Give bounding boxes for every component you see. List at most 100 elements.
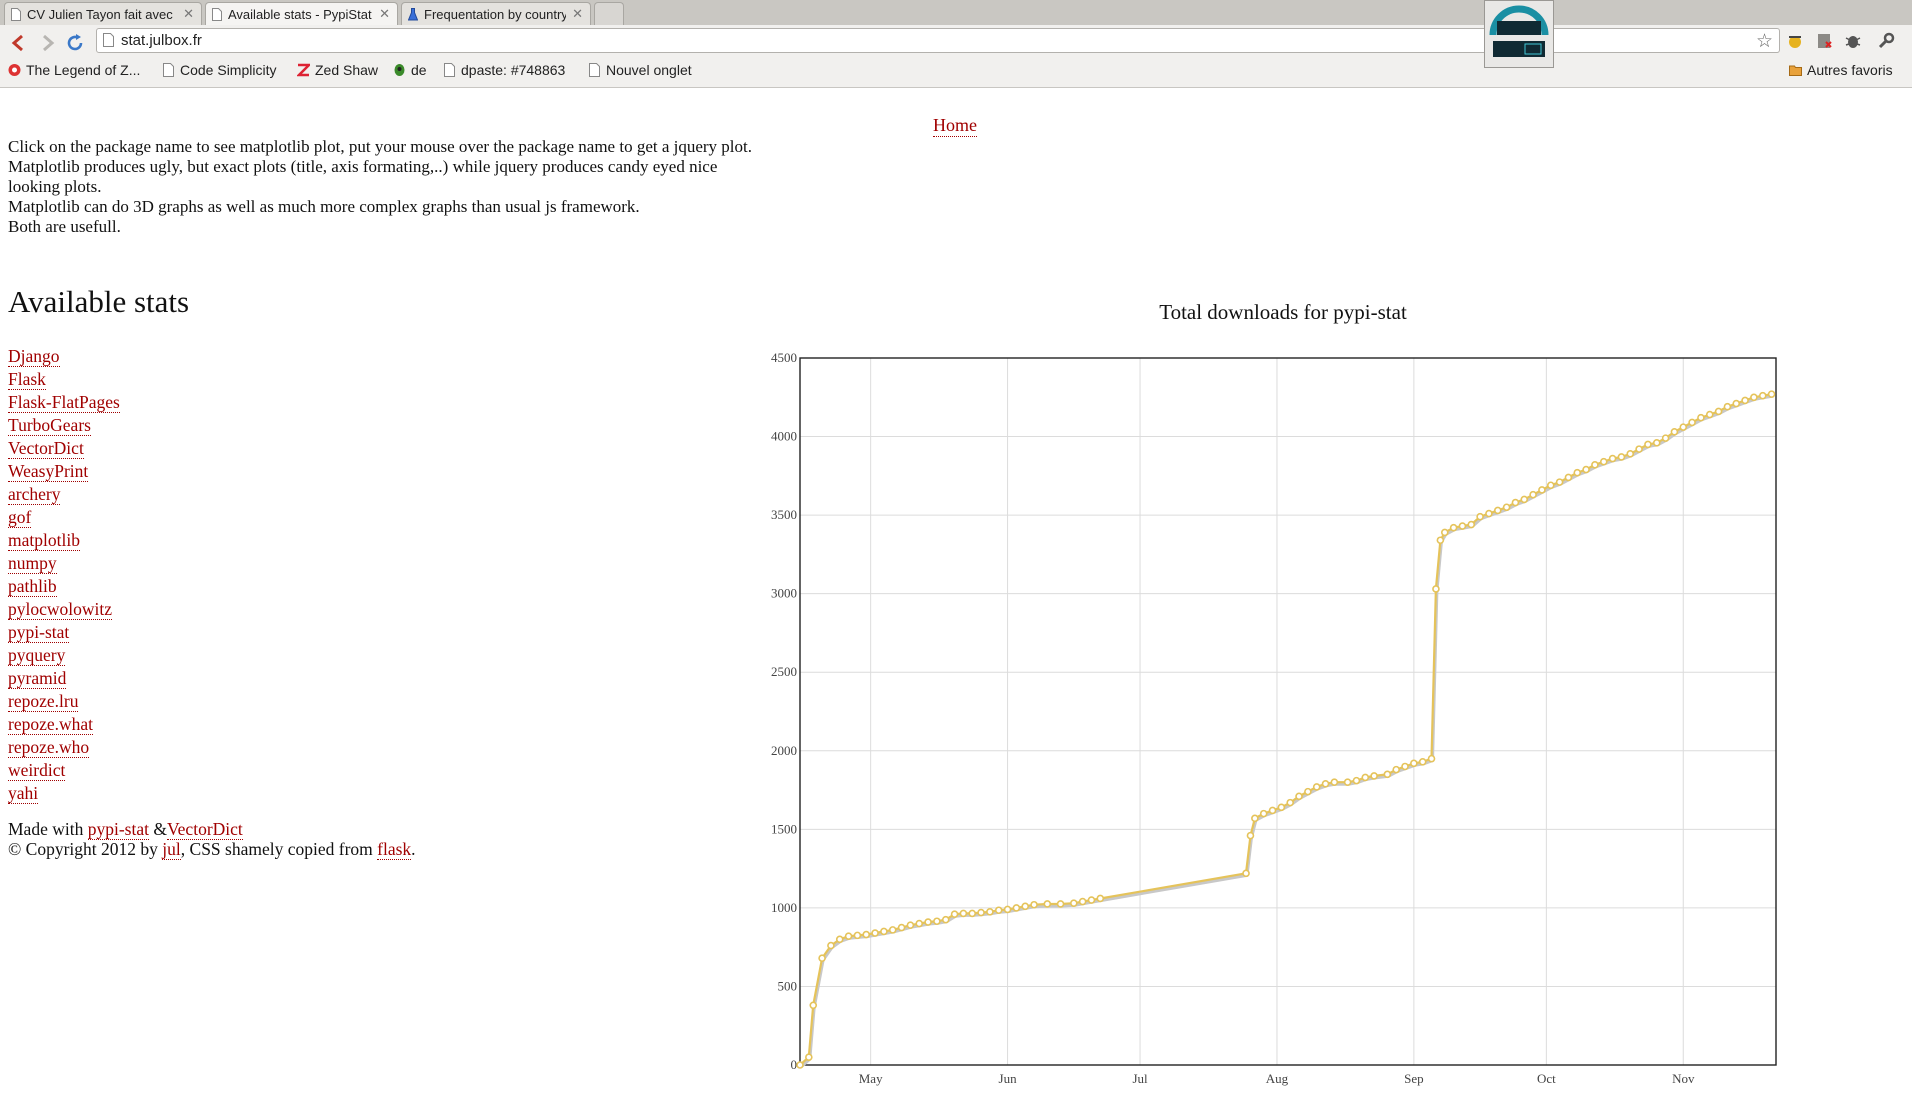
- y-tick-label: 1500: [771, 821, 797, 836]
- data-point: [810, 1002, 816, 1008]
- package-link[interactable]: Flask-FlatPages: [8, 392, 120, 413]
- package-link[interactable]: TurboGears: [8, 415, 91, 436]
- bookmark-item[interactable]: Nouvel onglet: [588, 62, 692, 78]
- pypi-stat-link[interactable]: pypi-stat: [88, 819, 149, 840]
- data-point: [907, 922, 913, 928]
- page-icon: [162, 63, 175, 77]
- page-heading: Available stats: [8, 284, 189, 320]
- flask-link[interactable]: flask: [377, 839, 411, 860]
- folder-icon: [1789, 63, 1802, 77]
- data-point: [1314, 784, 1320, 790]
- package-link[interactable]: pyramid: [8, 668, 66, 689]
- y-tick-label: 4500: [771, 350, 797, 365]
- intro-line: Matplotlib produces ugly, but exact plot…: [8, 157, 760, 197]
- data-point: [1270, 807, 1276, 813]
- package-link[interactable]: VectorDict: [8, 438, 84, 459]
- extension-bug-icon[interactable]: [1843, 31, 1863, 51]
- bookmark-item[interactable]: Zed Shaw: [297, 62, 378, 78]
- data-point: [1287, 800, 1293, 806]
- data-point: [1751, 394, 1757, 400]
- data-point: [996, 907, 1002, 913]
- tab-available-stats[interactable]: Available stats - PypiStat ✕: [205, 2, 398, 26]
- data-point: [1384, 771, 1390, 777]
- package-link[interactable]: pyquery: [8, 645, 65, 666]
- plot-area: [800, 358, 1776, 1065]
- data-point: [890, 927, 896, 933]
- bookmark-star-icon[interactable]: ☆: [1756, 30, 1773, 53]
- data-point: [1716, 408, 1722, 414]
- list-item: Flask: [8, 368, 120, 391]
- package-link[interactable]: gof: [8, 507, 31, 528]
- data-point: [1459, 523, 1465, 529]
- page-content: Home Click on the package name to see ma…: [0, 88, 1912, 1005]
- data-point: [1071, 900, 1077, 906]
- data-point: [925, 919, 931, 925]
- url-text: stat.julbox.fr: [121, 32, 202, 49]
- data-point: [1433, 586, 1439, 592]
- extension-download-icon[interactable]: [1814, 31, 1834, 51]
- x-tick-label: Jul: [1132, 1071, 1148, 1086]
- package-link[interactable]: repoze.what: [8, 714, 93, 735]
- data-point: [797, 1062, 803, 1068]
- bookmark-item[interactable]: Code Simplicity: [162, 62, 276, 78]
- data-point: [1252, 815, 1258, 821]
- extension-smiley-icon[interactable]: [1785, 31, 1805, 51]
- data-point: [1468, 522, 1474, 528]
- package-link[interactable]: pylocwolowitz: [8, 599, 112, 620]
- close-icon[interactable]: ✕: [183, 6, 194, 22]
- reload-icon[interactable]: [62, 31, 88, 55]
- package-link[interactable]: repoze.lru: [8, 691, 78, 712]
- package-link[interactable]: WeasyPrint: [8, 461, 88, 482]
- back-icon[interactable]: [6, 31, 32, 55]
- forward-icon[interactable]: [34, 31, 60, 55]
- home-link[interactable]: Home: [933, 115, 977, 137]
- y-tick-label: 3000: [771, 586, 797, 601]
- package-link[interactable]: Flask: [8, 369, 46, 390]
- package-link[interactable]: pathlib: [8, 576, 57, 597]
- data-point: [1451, 525, 1457, 531]
- package-link[interactable]: weirdict: [8, 760, 65, 781]
- x-tick-label: Oct: [1537, 1071, 1556, 1086]
- author-link[interactable]: jul: [162, 839, 180, 860]
- list-item: matplotlib: [8, 529, 120, 552]
- list-item: archery: [8, 483, 120, 506]
- tab-cv[interactable]: CV Julien Tayon fait avec i ✕: [4, 2, 202, 26]
- package-link[interactable]: archery: [8, 484, 60, 505]
- data-point: [1583, 467, 1589, 473]
- page-icon: [103, 33, 114, 47]
- list-item: weirdict: [8, 759, 120, 782]
- package-link[interactable]: pypi-stat: [8, 622, 69, 643]
- data-point: [1243, 870, 1249, 876]
- bookmark-item[interactable]: The Legend of Z...: [8, 62, 140, 78]
- package-link[interactable]: matplotlib: [8, 530, 80, 551]
- close-icon[interactable]: ✕: [379, 6, 390, 22]
- data-point: [1058, 901, 1064, 907]
- package-link[interactable]: Django: [8, 346, 60, 367]
- data-point: [1261, 811, 1267, 817]
- bookmark-item[interactable]: de: [393, 62, 427, 78]
- tab-frequentation[interactable]: Frequentation by country ✕: [401, 2, 591, 26]
- bookmark-item[interactable]: dpaste: #748863: [443, 62, 565, 78]
- close-icon[interactable]: ✕: [572, 6, 583, 22]
- intro-text: Click on the package name to see matplot…: [8, 137, 760, 237]
- triforce-icon: [8, 63, 21, 77]
- intro-line: Matplotlib can do 3D graphs as well as m…: [8, 197, 760, 217]
- data-point: [1627, 451, 1633, 457]
- data-point: [1429, 756, 1435, 762]
- package-link[interactable]: repoze.who: [8, 737, 89, 758]
- other-bookmarks-folder[interactable]: Autres favoris: [1789, 62, 1893, 78]
- data-point: [1671, 429, 1677, 435]
- data-point: [1393, 767, 1399, 773]
- data-point: [1031, 902, 1037, 908]
- zed-icon: [297, 63, 310, 77]
- package-link[interactable]: yahi: [8, 783, 38, 804]
- data-point: [916, 921, 922, 927]
- new-tab-button[interactable]: [594, 2, 624, 26]
- wrench-icon[interactable]: [1876, 31, 1896, 51]
- data-point: [1495, 507, 1501, 513]
- x-tick-label: Sep: [1404, 1071, 1424, 1086]
- package-link[interactable]: numpy: [8, 553, 57, 574]
- data-point: [978, 910, 984, 916]
- data-point: [1565, 474, 1571, 480]
- vectordict-link[interactable]: VectorDict: [167, 819, 243, 840]
